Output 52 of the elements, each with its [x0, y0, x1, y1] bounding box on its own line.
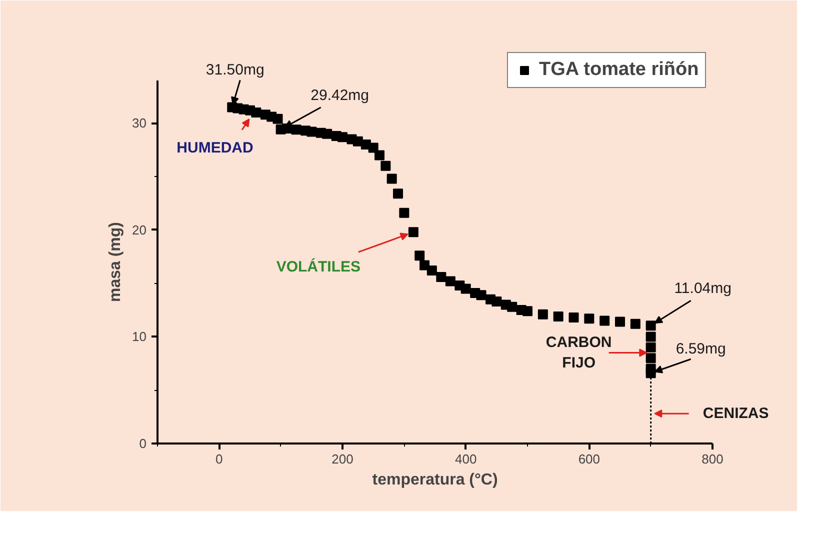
y-tick-label: 10	[132, 329, 147, 344]
point	[338, 132, 348, 142]
point	[646, 368, 656, 378]
point	[399, 208, 410, 218]
point	[272, 114, 283, 124]
y-tick-label: 20	[132, 222, 147, 238]
point	[386, 174, 397, 184]
annotation: HUMEDAD	[176, 139, 254, 156]
y-tick-label: 0	[139, 436, 147, 451]
point	[414, 250, 425, 261]
legend-label: TGA tomate riñón	[539, 59, 699, 81]
point	[584, 314, 594, 324]
point	[251, 108, 262, 118]
point	[492, 296, 502, 307]
annotation: CENIZAS	[702, 405, 769, 422]
point	[553, 311, 564, 322]
point	[538, 309, 548, 320]
x-tick-label: 0	[216, 452, 223, 466]
point	[460, 284, 471, 294]
annotation: 31.50mg	[206, 62, 264, 79]
point	[646, 342, 656, 352]
point	[646, 353, 656, 364]
x-axis-title: temperatura (°C)	[372, 472, 498, 488]
point	[306, 126, 317, 137]
point	[408, 227, 418, 238]
annotation: VOLÁTILES	[276, 258, 361, 276]
x-tick-label: 400	[454, 452, 477, 466]
annotation: CARBON FIJO	[546, 334, 612, 372]
x-tick-label: 200	[332, 452, 354, 466]
point	[522, 306, 532, 316]
point	[393, 188, 403, 199]
y-tick-label: 30	[132, 116, 147, 131]
point	[322, 128, 332, 139]
point	[646, 332, 656, 342]
point	[615, 316, 625, 327]
annotation: 11.04mg	[674, 280, 732, 298]
point	[646, 320, 656, 331]
x-tick-label: 600	[578, 452, 600, 466]
point	[374, 150, 384, 160]
point	[476, 290, 486, 300]
point	[380, 160, 391, 171]
point	[507, 302, 518, 312]
point	[445, 276, 456, 286]
point	[630, 318, 640, 329]
point	[600, 316, 610, 326]
point	[426, 266, 437, 276]
x-tick-label: 800	[702, 452, 724, 466]
annotation: 6.59mg	[676, 340, 726, 358]
point	[436, 272, 446, 282]
annotation: 29.42mg	[310, 86, 370, 104]
point	[568, 312, 579, 323]
y-axis-title: masa (mg)	[107, 222, 124, 302]
